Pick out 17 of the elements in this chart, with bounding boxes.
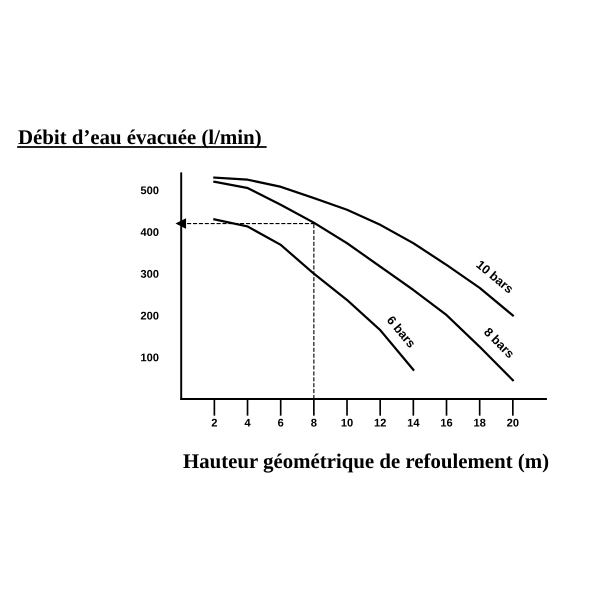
x-tick-label: 16: [441, 418, 452, 427]
chart-title: Débit d’eau évacuée (l/min): [18, 130, 261, 148]
x-tick-label: 10: [342, 418, 353, 427]
x-tick-label: 20: [507, 418, 519, 427]
y-tick-label: 400: [140, 228, 159, 236]
x-tick-label: 8: [311, 418, 317, 427]
y-tick-label: 100: [141, 353, 159, 362]
x-tick-label: 12: [374, 418, 386, 426]
x-tick-label: 6: [278, 418, 284, 427]
y-tick-label: 200: [140, 312, 159, 320]
x-tick-label: 18: [474, 418, 486, 427]
y-tick-label: 500: [140, 186, 159, 194]
y-tick-label: 300: [140, 270, 159, 278]
x-tick-label: 14: [408, 418, 420, 426]
x-axis-title: Hauteur géométrique de refoulement (m): [183, 453, 548, 473]
x-tick-label: 2: [212, 418, 218, 426]
x-tick-label: 4: [244, 418, 251, 426]
